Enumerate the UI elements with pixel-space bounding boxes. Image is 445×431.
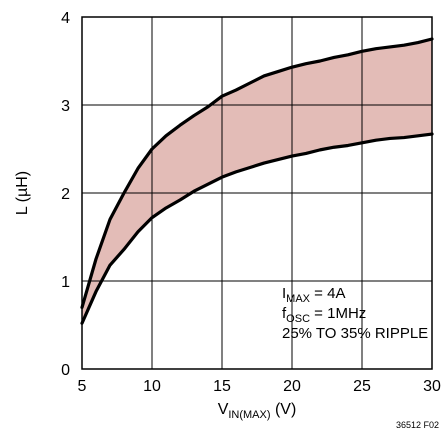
y-tick-label: 3 (61, 98, 70, 115)
y-tick-label: 4 (61, 10, 70, 27)
upper-inductance-curve (80, 37, 434, 309)
x-tick-labels: 5 10 15 20 25 30 (78, 378, 441, 395)
x-axis-label-main: V (218, 401, 229, 418)
y-tick-labels: 0 1 2 3 4 (61, 10, 70, 379)
annotation-fosc-sub: OSC (286, 313, 310, 325)
x-tick-label: 15 (213, 378, 231, 395)
annotation-imax-value: = 4A (310, 285, 345, 302)
y-axis-label: L (µH) (14, 171, 31, 215)
x-tick-label: 10 (143, 378, 161, 395)
plot-frame (81, 16, 433, 370)
x-axis-label-sub: IN(MAX) (228, 409, 270, 421)
annotation-fosc-value: = 1MHz (310, 305, 366, 322)
x-tick-label: 5 (78, 378, 87, 395)
figure-id: 36512 F02 (396, 420, 439, 430)
x-tick-label: 20 (283, 378, 301, 395)
curve-layer (80, 37, 434, 325)
annotation-imax: IMAX = 4A (282, 285, 345, 305)
x-tick-label: 25 (353, 378, 371, 395)
y-tick-label: 1 (61, 274, 70, 291)
annotation-block: IMAX = 4A fOSC = 1MHz 25% TO 35% RIPPLE (282, 285, 428, 342)
lower-inductance-curve (80, 132, 434, 325)
annotation-ripple: 25% TO 35% RIPPLE (282, 325, 428, 342)
annotation-imax-main: I (282, 285, 286, 302)
annotation-imax-sub: MAX (286, 293, 311, 305)
x-axis-label-unit: (V) (271, 401, 297, 418)
grid-layer (82, 17, 432, 369)
y-tick-label: 0 (61, 362, 70, 379)
x-tick-label: 30 (423, 378, 441, 395)
annotation-fosc: fOSC = 1MHz (282, 305, 366, 325)
ripple-band (82, 39, 432, 324)
x-axis-label: VIN(MAX) (V) (218, 401, 297, 421)
ripple-band-layer (82, 39, 432, 324)
annotation-fosc-main: f (282, 305, 287, 322)
y-tick-label: 2 (61, 186, 70, 203)
